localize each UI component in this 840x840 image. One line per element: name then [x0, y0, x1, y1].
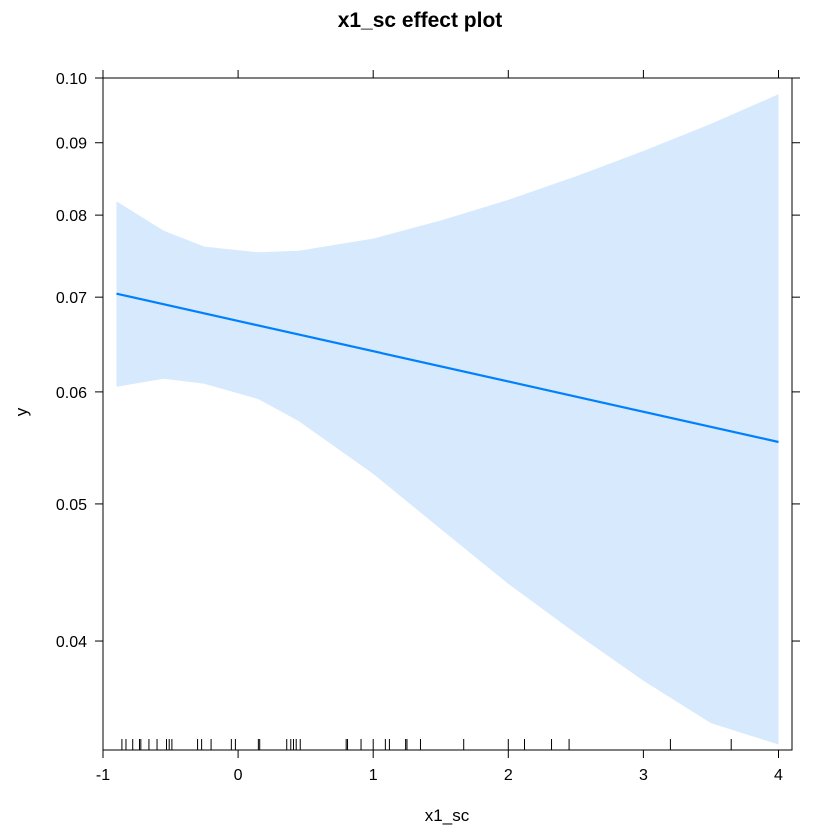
plot-frame	[102, 77, 793, 751]
x-tick-label: 2	[504, 767, 513, 784]
confidence-band-layer	[116, 94, 779, 745]
y-tick-label: 0.05	[56, 497, 87, 514]
x-tick-label: -1	[96, 767, 110, 784]
x-tick-label: 1	[369, 767, 378, 784]
y-tick-label: 0.04	[56, 634, 87, 651]
fit-line	[116, 292, 779, 444]
x-tick-label: 0	[234, 767, 243, 784]
y-axis-ticks: 0.04 0.05 0.06 0.07 0.08 0.09 0.10	[56, 71, 800, 651]
confidence-band	[116, 94, 779, 745]
y-tick-label: 0.07	[56, 290, 87, 307]
y-tick-label: 0.09	[56, 136, 87, 153]
fit-line-layer	[116, 292, 779, 444]
x-tick-label: 3	[639, 767, 648, 784]
rug-ticks	[121, 739, 732, 750]
y-axis-label: y	[12, 407, 31, 416]
y-tick-label: 0.06	[56, 385, 87, 402]
y-tick-label: 0.08	[56, 208, 87, 225]
y-tick-label: 0.10	[56, 71, 87, 88]
chart-title: x1_sc effect plot	[338, 9, 503, 32]
x-axis-ticks: -1 0 1 2 3 4	[96, 70, 783, 784]
x-axis-label: x1_sc	[425, 806, 470, 825]
x-tick-label: 4	[774, 767, 783, 784]
